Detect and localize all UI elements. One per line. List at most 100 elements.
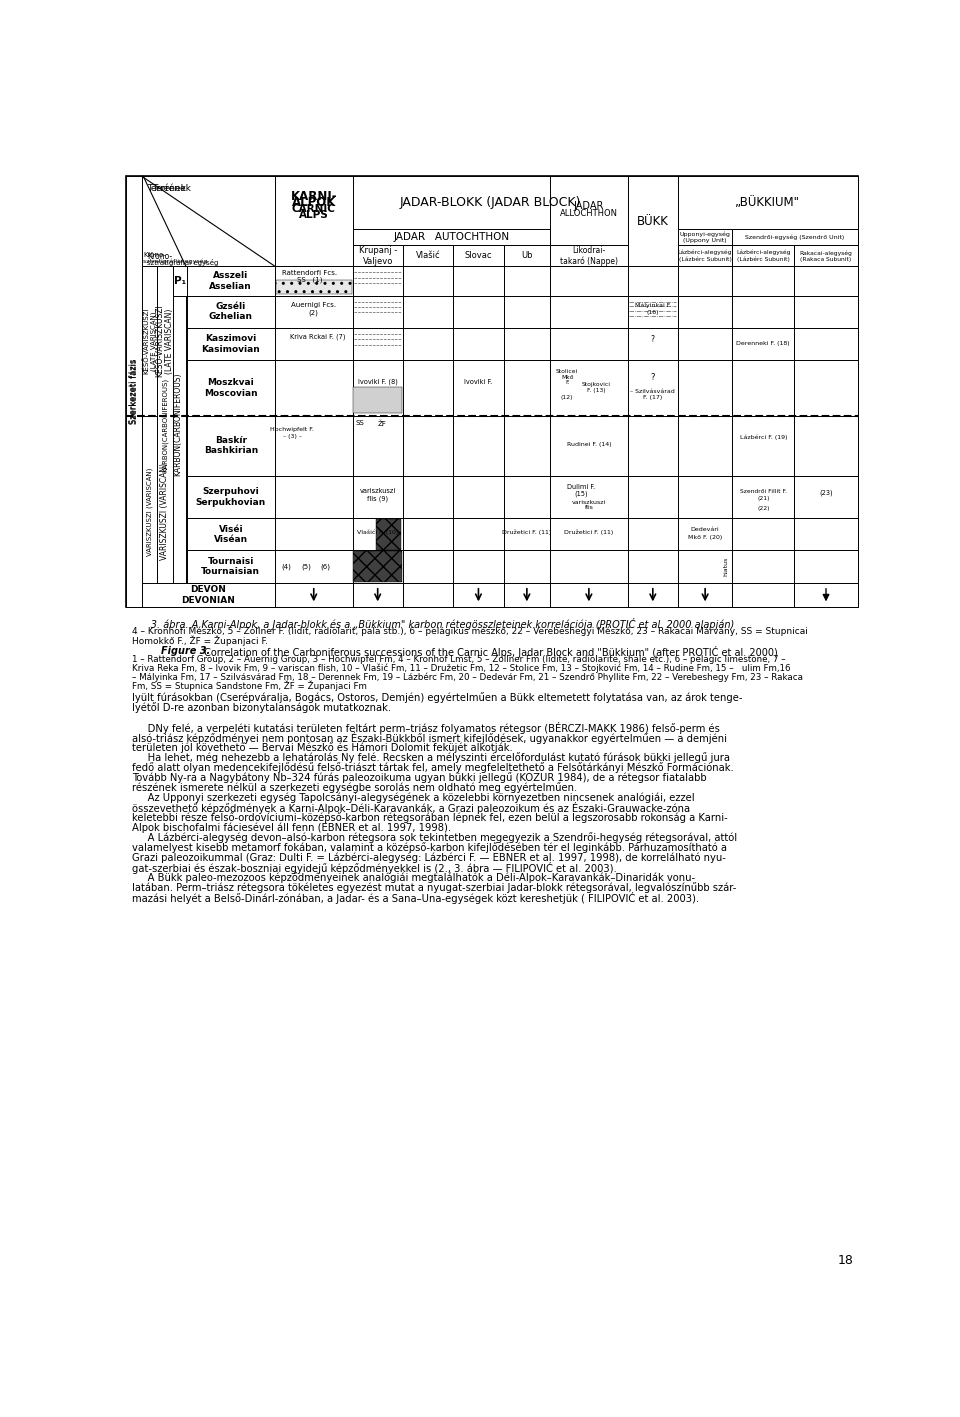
Bar <box>403 582 453 608</box>
Text: területen jól követhető — Bervai Mészkő és Hámori Dolomit feküjét alkotják.: területen jól követhető — Bervai Mészkő … <box>132 743 513 752</box>
Text: alsó-triász képződményei nem pontosan az Északi-Bükkből ismert kifejlődések, ugy: alsó-triász képződményei nem pontosan az… <box>132 733 727 744</box>
Bar <box>352 582 403 608</box>
Text: Krono-: Krono- <box>147 252 172 261</box>
Bar <box>275 550 352 582</box>
Text: Homokkő F., ŽF = Županjaci F.: Homokkő F., ŽF = Županjaci F. <box>132 635 268 646</box>
Bar <box>275 415 352 476</box>
Text: Lázbérci F. (19): Lázbérci F. (19) <box>739 435 787 441</box>
Bar <box>794 550 858 582</box>
Bar <box>732 266 794 296</box>
Text: Ivoviki F.: Ivoviki F. <box>465 378 492 385</box>
Bar <box>352 266 403 296</box>
Text: Kriva Reka Fm, 8 – Ivovik Fm, 9 – variscan flish, 10 – Vlašić Fm, 11 – Družetic : Kriva Reka Fm, 8 – Ivovik Fm, 9 – varisc… <box>132 663 790 673</box>
Text: Dulimi F.: Dulimi F. <box>567 485 595 490</box>
Bar <box>794 519 858 550</box>
Text: KARBON(CARBONIFEROUS): KARBON(CARBONIFEROUS) <box>161 377 168 472</box>
Text: – (3) –: – (3) – <box>282 434 301 439</box>
Bar <box>732 245 794 266</box>
Bar <box>732 519 794 550</box>
Bar <box>186 296 275 327</box>
Text: lyétől D-re azonban bizonytalanságok mutatkoznak.: lyétől D-re azonban bizonytalanságok mut… <box>132 701 391 713</box>
Bar <box>628 327 678 360</box>
Bar <box>628 519 678 550</box>
Text: KARBON(CARBONIFEROUS): KARBON(CARBONIFEROUS) <box>173 373 181 476</box>
Text: Rakacai-alegység
(Rakaca Subunit): Rakacai-alegység (Rakaca Subunit) <box>800 251 852 262</box>
Bar <box>678 415 732 476</box>
Text: Moszkvai
Moscovian: Moszkvai Moscovian <box>204 378 257 398</box>
Bar <box>678 245 732 266</box>
Bar <box>403 519 453 550</box>
Text: Družetici F. (11): Družetici F. (11) <box>502 529 551 534</box>
Bar <box>403 266 453 296</box>
Text: (21): (21) <box>757 496 770 502</box>
Bar <box>352 327 403 360</box>
Text: gat-szerbiai és észak-boszniai egyidejű képződményekkel is (2., 3. ábra — FILIPO: gat-szerbiai és észak-boszniai egyidejű … <box>132 863 616 874</box>
Text: JADAR-BLOKK (JADAR BLOCK): JADAR-BLOKK (JADAR BLOCK) <box>399 196 581 208</box>
Text: ŽF: ŽF <box>377 419 386 427</box>
Text: Lázbérci-alegység
(Lázbérc Subunit): Lázbérci-alegység (Lázbérc Subunit) <box>678 249 732 262</box>
Text: Grazi paleozoikummal (Graz: Dulti F. = Lázbérci-alegység: Lázbérci F. — EBNER et: Grazi paleozoikummal (Graz: Dulti F. = L… <box>132 852 726 863</box>
Text: Szerkezeti fázis: Szerkezeti fázis <box>131 359 139 425</box>
Text: 3. ábra. A Karni-Alpok, a Jadar-blokk és a „Bükkium" karbon rétegösszleteinek ko: 3. ábra. A Karni-Alpok, a Jadar-blokk és… <box>132 618 733 631</box>
Text: Mályinkai F.: Mályinkai F. <box>635 302 671 307</box>
Text: DNy felé, a verpeléti kutatási területen feltárt perm–triász folyamatos rétegsor: DNy felé, a verpeléti kutatási területen… <box>132 723 719 734</box>
Text: SS: SS <box>356 421 365 427</box>
Bar <box>126 176 143 608</box>
Bar <box>403 245 453 266</box>
Bar <box>142 582 275 608</box>
Bar <box>186 519 275 550</box>
Text: Tournaisi
Tournaisian: Tournaisi Tournaisian <box>202 557 260 577</box>
Bar <box>453 296 504 327</box>
Text: variszkuszi
flis: variszkuszi flis <box>572 500 606 510</box>
Text: A Bükk paleo-mezozoos képződményeinek analógiái megtalálhatók a Déli-Alpok–Karav: A Bükk paleo-mezozoos képződményeinek an… <box>132 873 695 883</box>
Text: Krupanj -
Valjevo: Krupanj - Valjevo <box>359 247 396 265</box>
Text: Dedevári: Dedevári <box>691 527 719 533</box>
Text: KÉSŐ-VARISZKUSZI
(LATE VARISCAN): KÉSŐ-VARISZKUSZI (LATE VARISCAN) <box>155 305 175 377</box>
Bar <box>504 245 550 266</box>
Text: Terrének: Terrének <box>152 184 191 193</box>
Bar <box>550 296 628 327</box>
Bar <box>628 360 678 415</box>
Bar <box>732 476 794 519</box>
Bar <box>732 550 794 582</box>
Text: KARNI-: KARNI- <box>291 190 337 203</box>
Bar <box>352 228 550 245</box>
Bar <box>186 415 275 476</box>
Bar <box>143 415 186 608</box>
Bar <box>504 476 550 519</box>
Bar <box>794 266 858 296</box>
Text: Szerpuhovi
Serpukhovian: Szerpuhovi Serpukhovian <box>196 487 266 507</box>
Bar <box>403 327 453 360</box>
Bar <box>678 176 858 228</box>
Bar <box>352 550 403 582</box>
Text: Baskír
Bashkirian: Baskír Bashkirian <box>204 436 258 455</box>
Bar <box>794 476 858 519</box>
Bar <box>732 582 794 608</box>
Bar <box>504 415 550 476</box>
Text: Vlašić: Vlašić <box>416 251 441 261</box>
Text: Družetici F. (11): Družetici F. (11) <box>564 529 613 534</box>
Text: KÉSŐ-VARISZKUSZI
(LATE VARISCAN): KÉSŐ-VARISZKUSZI (LATE VARISCAN) <box>142 307 156 374</box>
Bar <box>628 476 678 519</box>
Bar <box>628 296 678 327</box>
Bar <box>504 519 550 550</box>
Bar <box>275 360 352 415</box>
Text: DEVON
DEVONIAN: DEVON DEVONIAN <box>181 585 235 605</box>
Bar <box>186 550 275 582</box>
Bar <box>678 519 732 550</box>
Bar <box>453 550 504 582</box>
Text: Terrének: Terrének <box>147 184 186 193</box>
Bar <box>453 415 504 476</box>
Text: sztratigráfiai egység: sztratigráfiai egység <box>143 258 207 264</box>
Bar <box>732 228 858 245</box>
Text: 4 – Kronhofi Mészkő, 5 – Zollner F. (lidit, radiolarit, pala stb.), 6 – pelágiku: 4 – Kronhofi Mészkő, 5 – Zollner F. (lid… <box>132 626 807 636</box>
Text: Lázbérci-alegység
(Lázbérc Subunit): Lázbérci-alegység (Lázbérc Subunit) <box>736 249 790 262</box>
Text: Tovább Ny-ra a Nagybátony Nb–324 fúrás paleozoikuma ugyan bükki jellegű (KOZUR 1: Tovább Ny-ra a Nagybátony Nb–324 fúrás p… <box>132 772 707 784</box>
Text: Kriva Rckai F. (7): Kriva Rckai F. (7) <box>290 334 346 340</box>
Bar <box>678 476 732 519</box>
Bar <box>275 476 352 519</box>
Bar <box>186 266 275 296</box>
Bar <box>353 387 402 414</box>
Bar <box>504 327 550 360</box>
Text: hiatus: hiatus <box>724 557 729 577</box>
